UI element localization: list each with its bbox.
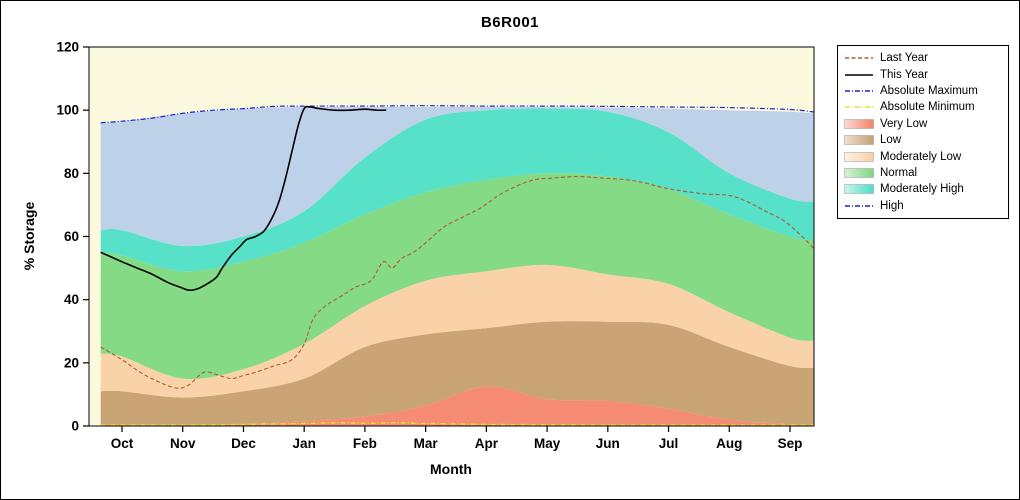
legend-item-label: Absolute Minimum	[880, 101, 975, 114]
x-tick-label: Mar	[414, 436, 439, 451]
x-tick-label: Apr	[475, 436, 499, 451]
x-tick-label: Aug	[716, 436, 742, 451]
x-tick-label: Nov	[170, 436, 196, 451]
legend-line-swatch	[845, 57, 873, 59]
legend-item: This Year	[844, 66, 1002, 82]
x-tick-label: May	[534, 436, 561, 451]
legend-item: Normal	[844, 165, 1002, 181]
legend-item: Low	[844, 132, 1002, 148]
legend-item-label: Low	[880, 134, 902, 147]
line-absolute-maximum	[100, 105, 814, 124]
y-tick-label: 40	[64, 292, 79, 307]
x-tick-label: Feb	[353, 436, 377, 451]
legend-fill-swatch	[844, 184, 874, 195]
legend-line-swatch	[845, 73, 873, 76]
legend-item-label: Moderately Low	[880, 150, 962, 163]
y-tick-label: 0	[71, 419, 79, 434]
bands-group	[100, 106, 814, 426]
band-normal	[100, 173, 814, 380]
legend-item-label: Absolute Maximum	[880, 84, 978, 97]
x-tick-label: Dec	[231, 436, 256, 451]
legend: Last Year This Year Absolute Maximum Absolu…	[837, 45, 1009, 219]
line-last-year	[100, 175, 814, 389]
legend-item-label: Last Year	[880, 52, 928, 65]
legend-item-label: Normal	[880, 166, 918, 179]
y-tick-label: 80	[64, 166, 79, 181]
lines-group	[100, 105, 814, 426]
legend-fill-swatch	[844, 135, 874, 145]
x-tick-label: Jun	[596, 436, 620, 451]
legend-item: Moderately Low	[844, 148, 1002, 164]
legend-line-swatch	[845, 106, 873, 109]
y-tick-label: 20	[64, 355, 79, 370]
legend-item: High	[844, 198, 1002, 214]
x-tick-label: Jul	[659, 436, 679, 451]
band-moderately-high	[100, 108, 814, 272]
y-axis-ticks: 0 20 40 60 80 100 120	[56, 40, 89, 434]
x-tick-label: Oct	[111, 436, 134, 451]
legend-item-label: This Year	[880, 68, 928, 81]
x-tick-label: Sep	[778, 436, 803, 451]
line-absolute-minimum	[100, 422, 814, 426]
x-tick-label: Jan	[293, 436, 316, 451]
band-low	[100, 321, 814, 425]
chart-title: B6R001	[480, 14, 540, 31]
legend-item: Moderately High	[844, 181, 1002, 197]
legend-item: Absolute Minimum	[844, 99, 1002, 115]
legend-item-label: Very Low	[880, 117, 928, 130]
legend-item: Very Low	[844, 116, 1002, 132]
legend-fill-swatch	[844, 168, 874, 178]
legend-line-swatch	[845, 90, 873, 92]
x-axis-label: Month	[430, 461, 472, 477]
legend-fill-swatch	[844, 151, 874, 162]
y-tick-label: 60	[64, 229, 79, 244]
line-this-year	[100, 105, 387, 292]
x-axis-ticks: Oct Nov Dec Jan Feb Mar Apr May Jun Jul Aug Sep	[111, 426, 803, 451]
legend-item-label: Moderately High	[880, 183, 964, 196]
legend-fill-swatch	[844, 119, 874, 129]
band-very-low	[100, 386, 814, 426]
legend-item: Absolute Maximum	[844, 83, 1002, 99]
legend-line-swatch	[845, 204, 873, 207]
band-high	[100, 106, 814, 247]
legend-item-label: High	[880, 199, 904, 212]
y-tick-label: 120	[56, 40, 79, 55]
legend-item: Last Year	[844, 50, 1002, 66]
y-tick-label: 100	[56, 103, 79, 118]
